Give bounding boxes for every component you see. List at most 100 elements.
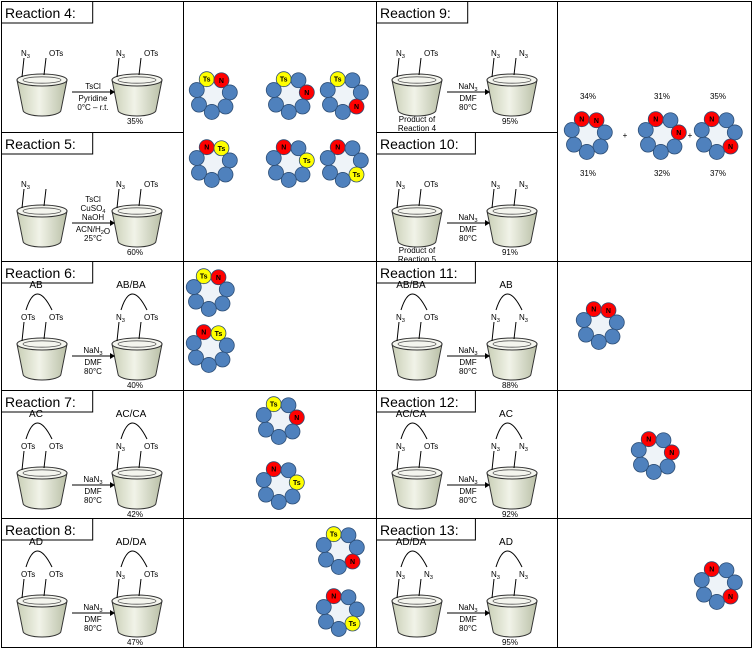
arm-line-right	[43, 321, 47, 340]
yield-text: 47%	[127, 638, 143, 647]
arm-line-left	[21, 188, 25, 209]
reaction-label: Reaction 7:	[5, 394, 76, 410]
unit-label: N	[304, 90, 309, 97]
unit-label: N	[709, 117, 714, 124]
reaction-label: Reaction 10:	[380, 136, 459, 152]
cyclodextrin-cup-body	[111, 210, 163, 248]
arm-line-left	[396, 321, 400, 342]
isomer-label: AB/BA	[396, 280, 426, 291]
glucose-unit	[352, 152, 369, 169]
glucose-unit	[284, 488, 301, 505]
substituent-right: OTs	[424, 49, 438, 58]
cyclodextrin-inner-rim	[492, 207, 532, 215]
isomer-label: AD	[499, 537, 513, 548]
reaction-panel: Reaction 8: OTs OTs AD N3 OTs AD/DA NaN3DMF80°C…	[2, 519, 163, 647]
arm-line-left	[491, 57, 495, 78]
bridge-arc	[400, 293, 428, 311]
substituent-right: OTs	[144, 49, 158, 58]
arrow-head	[485, 482, 490, 488]
arm-line-right	[513, 578, 517, 597]
isomer-label: AC/CA	[396, 409, 427, 420]
unit-label: Ts	[215, 331, 223, 338]
glucose-unit	[255, 472, 272, 488]
cyclodextrin-rim	[486, 337, 538, 351]
glucose-unit	[188, 150, 205, 166]
isomer-percentage: 37%	[710, 169, 726, 178]
azide-unit	[722, 138, 739, 155]
yield-text: 92%	[502, 510, 518, 519]
arm-line-left	[116, 321, 120, 342]
substituent-left: OTs	[21, 313, 35, 322]
cyclodextrin-inner-rim	[117, 597, 157, 605]
cyclodextrin-ring: N Ts	[188, 139, 238, 188]
reaction-label: Reaction 5:	[5, 136, 76, 152]
substituent-left: N3	[21, 49, 30, 60]
glucose-unit	[718, 112, 735, 129]
glucose-unit	[188, 349, 204, 366]
glucose-unit	[280, 397, 297, 414]
label-box	[377, 391, 476, 413]
starting-material-caption: Reaction 4	[398, 124, 437, 133]
substituent-left: N3	[116, 442, 125, 453]
arm-line-right	[138, 321, 142, 340]
yield-text: 35%	[127, 117, 143, 126]
substituent-left: OTs	[21, 570, 35, 579]
unit-label: N	[594, 118, 599, 125]
substituent-left: N3	[116, 313, 125, 324]
arrow-head	[110, 89, 115, 95]
cyclodextrin-cup-body	[111, 79, 163, 117]
isomer-percentage: 35%	[710, 92, 726, 101]
glucose-unit	[578, 144, 595, 160]
cyclodextrin-inner-rim	[397, 597, 437, 605]
substituent-right: N3	[519, 313, 528, 324]
glucose-unit	[322, 96, 338, 113]
unit-label: N	[653, 117, 658, 124]
arrow-head	[485, 353, 490, 359]
glucose-unit	[290, 140, 307, 157]
cyclodextrin-ring: Ts N	[265, 71, 315, 120]
substituent-right: OTs	[144, 313, 158, 322]
glucose-unit	[596, 124, 613, 141]
cyclodextrin-inner-rim	[117, 340, 157, 348]
plus-sign: +	[623, 131, 628, 140]
cyclodextrin-inner-rim	[117, 469, 157, 477]
glucose-unit	[340, 527, 357, 544]
arm-line-right	[418, 578, 422, 597]
cyclodextrin-cup-body	[391, 210, 443, 248]
reaction-label: Reaction 6:	[5, 265, 76, 281]
cyclodextrin-inner-rim	[397, 469, 437, 477]
substituent-left: N3	[396, 442, 405, 453]
label-box	[2, 2, 94, 24]
substituent-left: N3	[491, 180, 500, 191]
reagent-text: NaN3	[83, 475, 102, 486]
glucose-unit	[318, 551, 334, 568]
cyclodextrin-cup-body	[391, 600, 443, 638]
azide-unit	[722, 588, 739, 605]
cyclodextrin-ring: NN	[693, 111, 743, 160]
glucose-unit	[637, 122, 654, 138]
glucose-unit	[566, 136, 582, 153]
reagent-text: 0°C – r.t.	[77, 103, 108, 112]
cyclodextrin-rim	[111, 594, 163, 608]
arm-line-left	[396, 57, 400, 78]
glucose-unit	[221, 152, 238, 169]
cyclodextrin-cup-body	[16, 343, 68, 381]
unit-label: N	[294, 415, 299, 422]
bridge-arc	[120, 550, 148, 568]
glucose-unit	[188, 293, 204, 310]
glucose-unit	[191, 164, 207, 181]
cyclodextrin-cup-body	[391, 472, 443, 510]
cyclodextrin-inner-rim	[492, 76, 532, 84]
reaction-label: Reaction 12:	[380, 394, 459, 410]
cyclodextrin-ring: N Ts	[319, 139, 369, 188]
cyclodextrin-rim	[111, 337, 163, 351]
arm-line-left	[116, 578, 120, 599]
cyclodextrin-inner-rim	[492, 469, 532, 477]
substituent-left: N3	[116, 180, 125, 191]
glucose-unit	[348, 601, 365, 618]
unit-label: Ts	[293, 480, 301, 487]
label-box	[2, 133, 94, 155]
bridge-arc	[400, 422, 428, 440]
